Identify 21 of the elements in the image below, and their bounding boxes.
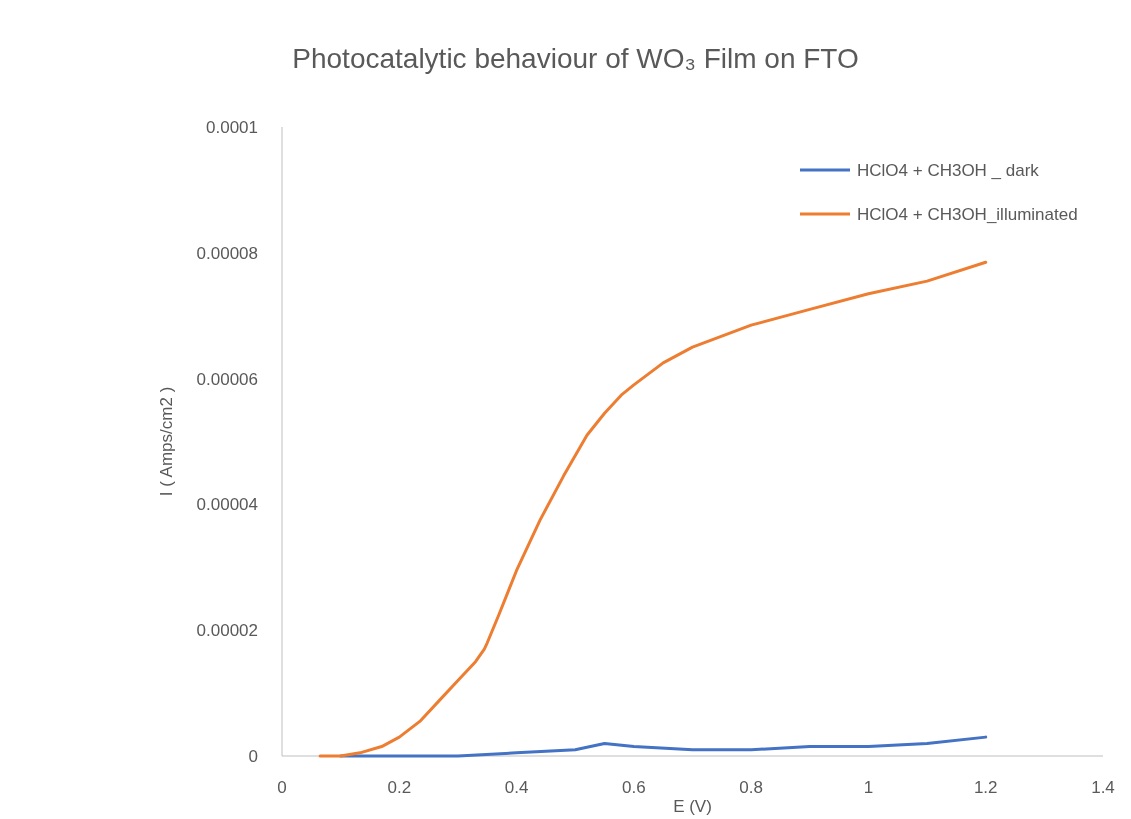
x-tick-label: 1.2 <box>973 778 998 797</box>
legend-label: HClO4 + CH3OH _ dark <box>857 161 1040 180</box>
x-tick-label: 0.6 <box>622 778 646 797</box>
x-tick-label: 1.4 <box>1091 778 1115 797</box>
x-tick-label: 0.8 <box>739 778 763 797</box>
y-axis-title: I ( Amps/cm2 ) <box>157 386 176 497</box>
y-tick-label: 0.00008 <box>196 243 258 263</box>
y-tick-label: 0 <box>248 747 258 766</box>
y-tick-label: 0.0001 <box>206 118 258 137</box>
x-tick-label: 0 <box>277 778 287 797</box>
y-tick-label: 0.00004 <box>196 495 258 515</box>
x-tick-label: 0.2 <box>387 778 412 797</box>
legend-label: HClO4 + CH3OH_illuminated <box>857 205 1078 224</box>
x-axis-title: E (V) <box>673 797 712 816</box>
y-tick-label: 0.00002 <box>196 621 258 641</box>
line-series <box>318 260 988 758</box>
chart-title: Photocatalytic behaviour of WO₃ Film on FTO <box>292 43 859 74</box>
x-tick-label: 0.4 <box>504 778 529 797</box>
x-tick-label: 1 <box>863 778 874 797</box>
y-tick-label: 0.00006 <box>196 369 258 389</box>
line-series <box>339 735 988 758</box>
